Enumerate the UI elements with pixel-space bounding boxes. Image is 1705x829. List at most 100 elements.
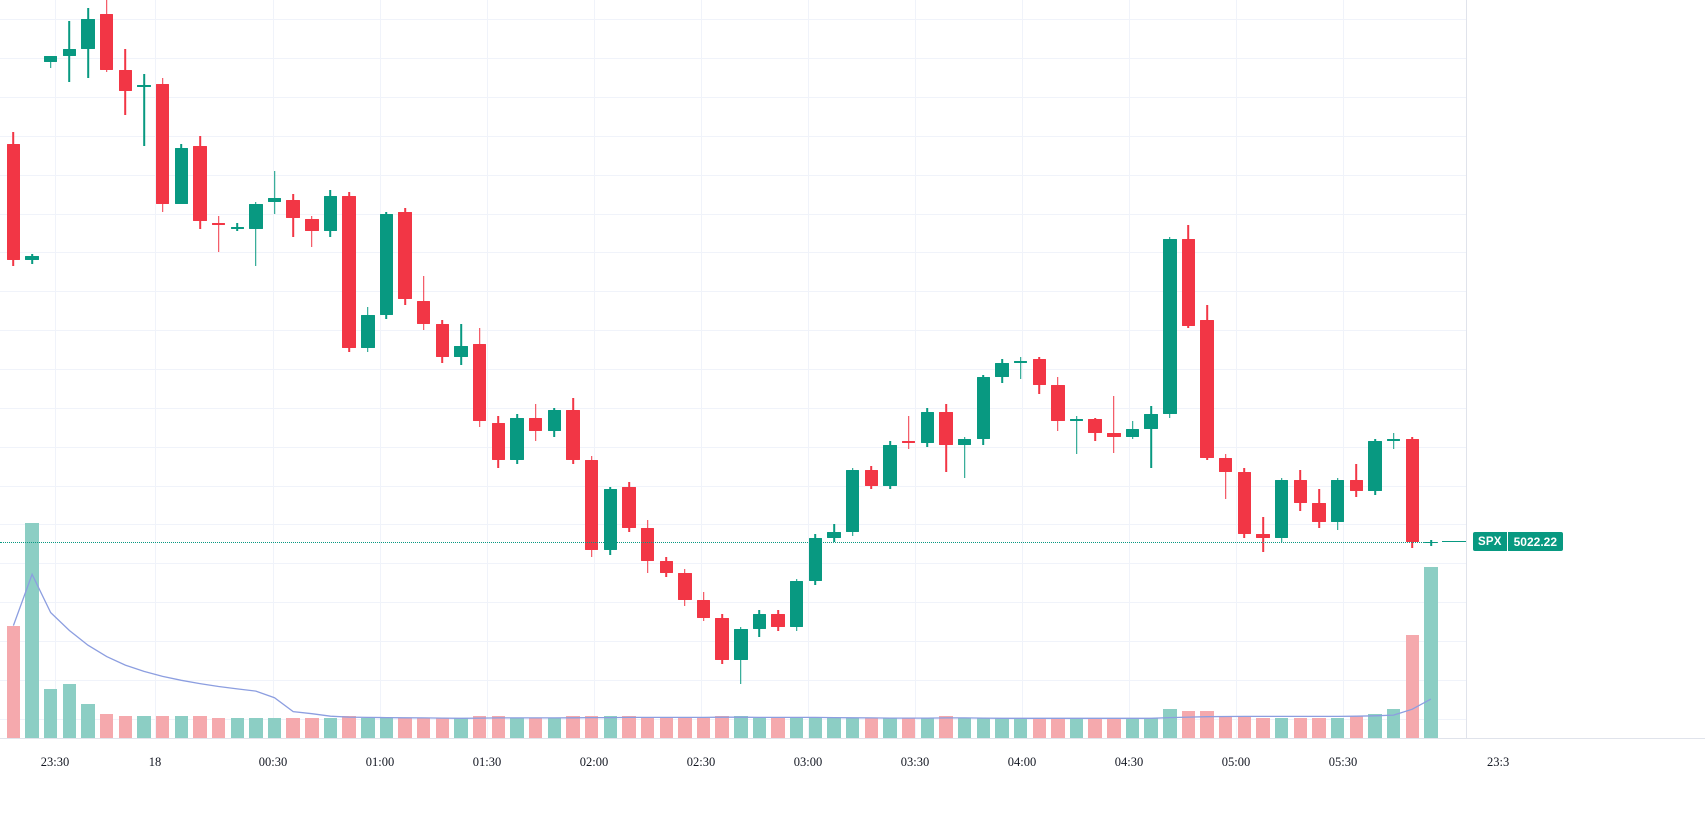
volume-bar [752, 718, 767, 738]
volume-bar [1051, 718, 1065, 738]
candle-body [1293, 479, 1308, 503]
candle-body [510, 417, 524, 461]
candle-body [622, 487, 636, 529]
candlestick [566, 0, 580, 738]
volume-bar [1013, 718, 1028, 738]
gridline-horizontal [0, 135, 1466, 137]
gridline-horizontal [0, 446, 1466, 448]
candlestick [25, 0, 39, 738]
volume-bar [584, 716, 599, 738]
volume-bar [1256, 718, 1270, 738]
candlestick [1069, 0, 1084, 738]
candlestick [510, 0, 524, 738]
candle-body [1051, 384, 1065, 422]
candlestick [286, 0, 300, 738]
candlestick [81, 0, 95, 738]
price-axis[interactable]: 5076.005072.005068.005064.005060.005056.… [1466, 0, 1705, 738]
volume-bar [696, 718, 711, 738]
candle-body [6, 143, 21, 261]
time-axis-tick-label: 23:30 [40, 755, 70, 769]
candlestick [6, 0, 21, 738]
time-axis-tick-label: 23:3 [1487, 755, 1510, 769]
candle-body [1069, 419, 1084, 422]
candlestick [1424, 0, 1438, 738]
gridline-vertical [915, 0, 916, 738]
candlestick [1181, 0, 1196, 738]
price-plot-area[interactable] [0, 0, 1466, 738]
candle-body [137, 85, 151, 88]
candle-body [603, 489, 617, 550]
volume-bar [957, 718, 972, 738]
candlestick [305, 0, 319, 738]
volume-bar [547, 718, 562, 738]
gridline-vertical [155, 0, 156, 738]
candlestick [1312, 0, 1326, 738]
candlestick [99, 0, 114, 738]
time-axis-tick-label: 00:30 [258, 755, 288, 769]
gridline-horizontal [0, 174, 1466, 176]
candlestick [939, 0, 953, 738]
volume-bar [435, 718, 450, 738]
volume-bar [398, 718, 412, 738]
gridline-vertical [1022, 0, 1023, 738]
current-price-tag[interactable]: SPX 5022.22 [1473, 532, 1564, 552]
volume-bar [342, 716, 356, 738]
candle-body [901, 440, 916, 443]
volume-bar [379, 718, 394, 738]
candle-body [379, 213, 394, 315]
candle-body [566, 409, 580, 461]
candle-body [752, 613, 767, 630]
gridline-horizontal [0, 213, 1466, 215]
candle-body [1330, 479, 1345, 523]
volume-bar [305, 718, 319, 738]
candlestick [472, 0, 487, 738]
candlestick [249, 0, 263, 738]
candle-body [118, 69, 133, 92]
candlestick [342, 0, 356, 738]
candle-body [1125, 429, 1140, 437]
time-axis-tick-label: 03:00 [793, 755, 823, 769]
candle-wick [255, 201, 257, 267]
candle-body [640, 528, 655, 562]
volume-bar [1088, 718, 1102, 738]
candle-wick [1150, 405, 1152, 469]
candlestick [584, 0, 599, 738]
volume-bar [1219, 716, 1233, 738]
candle-wick [273, 170, 276, 214]
gridline-vertical [55, 0, 56, 738]
candle-body [1349, 479, 1364, 492]
candle-body [435, 324, 450, 358]
gridline-vertical [1236, 0, 1237, 738]
candle-wick [1224, 454, 1227, 500]
candlestick [1349, 0, 1364, 738]
candlestick [1107, 0, 1121, 738]
gridline-horizontal [0, 252, 1466, 254]
gridline-vertical [701, 0, 702, 738]
candle-body [211, 223, 226, 226]
candlestick [417, 0, 431, 738]
volume-bar [995, 718, 1009, 738]
volume-bar [864, 718, 879, 738]
gridline-vertical [1343, 0, 1344, 738]
volume-bar [193, 716, 207, 738]
volume-bar [1275, 718, 1289, 738]
gridline-horizontal [0, 407, 1466, 409]
candle-wick [217, 215, 220, 253]
candlestick [1405, 0, 1419, 738]
volume-bar [417, 718, 431, 738]
time-axis-tick-label: 04:30 [1114, 755, 1144, 769]
volume-bar [883, 718, 897, 738]
candlestick [1219, 0, 1233, 738]
candle-body [1386, 438, 1401, 441]
candle-wick [907, 415, 910, 449]
candlestick [883, 0, 897, 738]
time-axis[interactable]: 23:30 18 00:30 01:00 01:30 02:00 02:30 03:00 03:… [0, 738, 1705, 829]
candle-body [528, 417, 543, 432]
time-axis-tick-label: 03:30 [900, 755, 930, 769]
candlestick [1275, 0, 1289, 738]
candle-body [81, 19, 95, 49]
candlestick [211, 0, 226, 738]
volume-bar [1032, 718, 1046, 738]
candle-body [1256, 534, 1270, 538]
